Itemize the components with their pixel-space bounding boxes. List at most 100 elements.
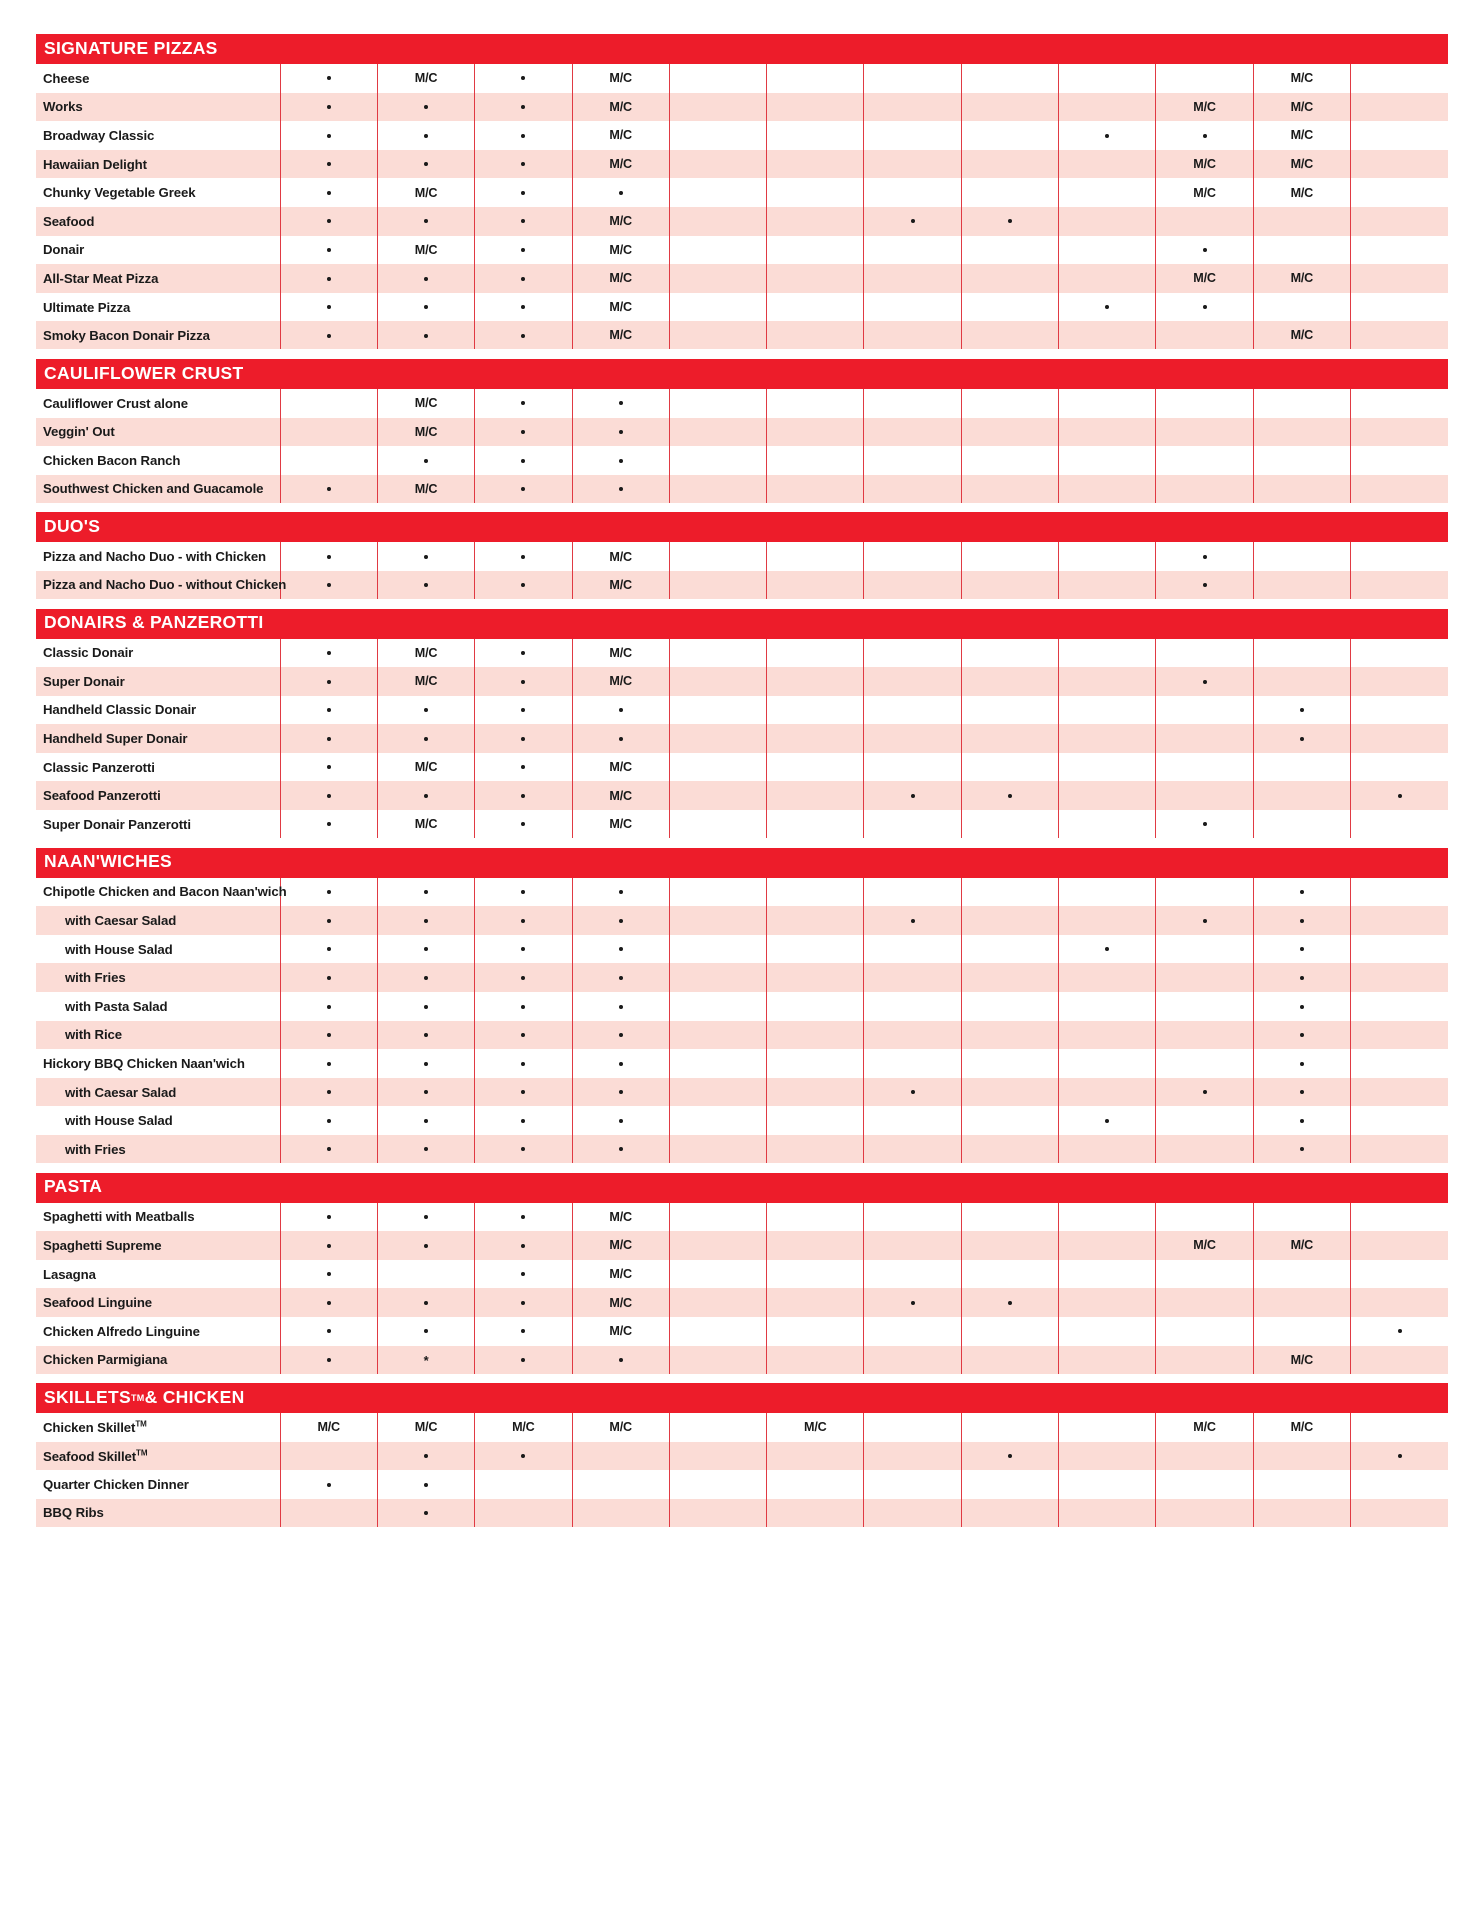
section-title: PASTA xyxy=(36,1172,1448,1203)
table-row: Chunky Vegetable Greek M/C M/C M/C xyxy=(36,178,1448,207)
table-row: Veggin' Out M/C xyxy=(36,417,1448,447)
matrix-cell xyxy=(766,1470,865,1499)
mark-dot xyxy=(521,1243,526,1248)
matrix-cell xyxy=(961,752,1060,782)
table-row: BBQ Ribs xyxy=(36,1498,1448,1529)
matrix-cell xyxy=(766,667,865,696)
matrix-cell xyxy=(669,388,768,418)
matrix-cell: M/C xyxy=(377,178,476,207)
matrix-cell xyxy=(766,638,865,668)
mark-dot xyxy=(521,248,526,253)
mark-dot xyxy=(326,162,331,167)
table-row: Super Donair Panzerotti M/C M/C xyxy=(36,810,1448,840)
matrix-cell xyxy=(961,570,1060,600)
matrix-cell xyxy=(474,752,573,782)
mark-dot xyxy=(1202,583,1207,588)
item-label: Super Donair Panzerotti xyxy=(36,810,281,840)
matrix-cell: M/C xyxy=(1253,1413,1352,1442)
matrix-cell xyxy=(474,64,573,93)
matrix-cell xyxy=(1351,1413,1449,1442)
matrix-cell: M/C xyxy=(1155,1231,1254,1260)
matrix-cell xyxy=(1253,1077,1352,1107)
matrix-cell xyxy=(280,1049,378,1078)
matrix-cell xyxy=(377,906,476,935)
matrix-cell xyxy=(1351,64,1449,93)
matrix-cell xyxy=(863,724,962,753)
mark-dot xyxy=(521,947,526,952)
mark-dot xyxy=(1299,1004,1304,1009)
matrix-cell: M/C xyxy=(1253,264,1352,293)
mark-dot xyxy=(424,1061,429,1066)
matrix-cell xyxy=(474,321,573,351)
item-label: Southwest Chicken and Guacamole xyxy=(36,474,281,504)
matrix-cell xyxy=(766,121,865,150)
matrix-cell xyxy=(961,121,1060,150)
matrix-cell xyxy=(1155,1316,1254,1346)
matrix-cell: M/C xyxy=(572,92,670,122)
mark-dot xyxy=(424,1118,429,1123)
matrix-cell xyxy=(572,1077,670,1107)
matrix-cell xyxy=(1155,810,1254,840)
matrix-cell xyxy=(1350,1498,1448,1529)
matrix-cell: M/C xyxy=(572,781,670,811)
matrix-cell xyxy=(1155,206,1254,236)
mark-dot xyxy=(521,1033,526,1038)
matrix-cell xyxy=(1350,570,1448,600)
matrix-cell xyxy=(766,810,865,840)
matrix-cell xyxy=(572,1020,670,1050)
matrix-cell xyxy=(1155,934,1254,964)
matrix-cell xyxy=(1058,235,1157,265)
matrix-cell xyxy=(961,1316,1060,1346)
mark-dot xyxy=(424,947,429,952)
mark-dot xyxy=(326,975,331,980)
table-row: Chipotle Chicken and Bacon Naan'wich xyxy=(36,877,1448,907)
matrix-cell xyxy=(1058,992,1157,1021)
matrix-cell xyxy=(961,1441,1060,1471)
matrix-cell xyxy=(961,1202,1060,1232)
mark-dot xyxy=(424,1300,429,1305)
matrix-cell xyxy=(1058,877,1157,907)
mark-dot xyxy=(1299,1033,1304,1038)
mark-dot xyxy=(424,162,429,167)
mark-dot xyxy=(424,918,429,923)
table-row: Classic Panzerotti M/C M/C xyxy=(36,752,1448,782)
mark-dot xyxy=(326,1118,331,1123)
matrix-cell xyxy=(474,992,573,1021)
matrix-cell xyxy=(863,877,962,907)
matrix-cell xyxy=(669,149,768,179)
matrix-cell xyxy=(961,1231,1060,1260)
matrix-cell xyxy=(474,1135,573,1165)
matrix-cell xyxy=(377,92,476,122)
matrix-cell xyxy=(669,1316,768,1346)
section-spacer xyxy=(36,599,1448,609)
item-label: Cheese xyxy=(36,64,281,93)
matrix-cell xyxy=(1350,1135,1448,1165)
matrix-cell xyxy=(766,206,865,236)
item-label: with Fries xyxy=(36,963,281,993)
matrix-cell xyxy=(961,178,1060,207)
mark-dot xyxy=(326,1300,331,1305)
matrix-cell: M/C xyxy=(572,1316,670,1346)
mark-dot xyxy=(326,1329,331,1334)
matrix-cell xyxy=(280,446,378,475)
matrix-cell xyxy=(669,1106,768,1135)
matrix-cell xyxy=(1253,417,1352,447)
matrix-cell xyxy=(669,542,768,571)
matrix-cell xyxy=(863,1316,962,1346)
matrix-cell: M/C xyxy=(377,1413,476,1442)
matrix-cell xyxy=(669,321,768,351)
section-header-row: SKILLETS TM & CHICKEN xyxy=(36,1383,1448,1414)
matrix-cell xyxy=(474,1288,573,1317)
matrix-cell xyxy=(766,1316,865,1346)
item-label: Spaghetti Supreme xyxy=(36,1231,281,1260)
matrix-cell xyxy=(1058,178,1157,207)
matrix-cell xyxy=(669,1413,768,1442)
item-label: Smoky Bacon Donair Pizza xyxy=(36,321,281,351)
item-label: Seafood Panzerotti xyxy=(36,781,281,811)
matrix-cell xyxy=(572,1441,670,1471)
matrix-cell xyxy=(474,1020,573,1050)
matrix-cell xyxy=(863,178,962,207)
mark-dot xyxy=(521,276,526,281)
matrix-cell xyxy=(1350,963,1448,993)
matrix-cell xyxy=(474,810,573,840)
